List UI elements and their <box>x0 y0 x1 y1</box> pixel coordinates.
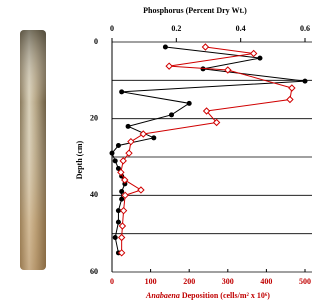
y-tick-label: 0 <box>94 37 98 46</box>
point <box>289 85 295 91</box>
point <box>110 151 115 156</box>
axis-label-rest: Deposition (cells/m² x 10⁶) <box>182 291 270 300</box>
point <box>116 143 121 148</box>
x-tick-label: 100 <box>145 277 157 286</box>
axis-label-italic: Anabaena <box>145 291 180 300</box>
x-tick-label: 0 <box>110 277 114 286</box>
y-tick-label: 20 <box>90 113 98 122</box>
point <box>187 101 192 106</box>
point <box>126 124 131 129</box>
y-tick-label: 40 <box>90 190 98 199</box>
point <box>303 79 308 84</box>
point <box>119 235 125 241</box>
point <box>128 139 134 145</box>
y-tick-label: 60 <box>90 267 98 276</box>
point <box>202 44 208 50</box>
point <box>251 51 257 57</box>
point <box>119 89 124 94</box>
x2-tick-label: 0.2 <box>171 24 181 33</box>
point <box>113 235 118 240</box>
sediment-core-shade <box>20 30 46 270</box>
top-axis-label: Phosphorus (Percent Dry Wt.) <box>143 6 247 15</box>
x2-tick-label: 0 <box>110 24 114 33</box>
point <box>163 44 168 49</box>
bottom-axis-label: Anabaena Deposition (cells/m² x 10⁶) <box>145 291 270 300</box>
point <box>121 208 127 214</box>
x-tick-label: 200 <box>183 277 195 286</box>
page: {"chart_data": {"type": "line", "x2label… <box>0 0 320 307</box>
point <box>257 56 262 61</box>
point <box>113 158 118 163</box>
point <box>138 187 144 193</box>
point <box>166 63 172 69</box>
x-tick-label: 400 <box>260 277 272 286</box>
point <box>151 135 156 140</box>
series-line <box>121 47 292 253</box>
x2-tick-label: 0.4 <box>236 24 246 33</box>
x-tick-label: 500 <box>299 277 311 286</box>
x2-tick-label: 0.6 <box>300 24 310 33</box>
point <box>287 97 293 103</box>
point <box>116 220 121 225</box>
x-tick-label: 300 <box>222 277 234 286</box>
point <box>169 112 174 117</box>
series-line <box>112 47 305 253</box>
y-axis-label: Depth (cm) <box>75 140 84 179</box>
point <box>119 197 124 202</box>
chart: Phosphorus (Percent Dry Wt.) Depth (cm) … <box>0 0 312 307</box>
point <box>119 189 124 194</box>
point <box>119 223 125 229</box>
